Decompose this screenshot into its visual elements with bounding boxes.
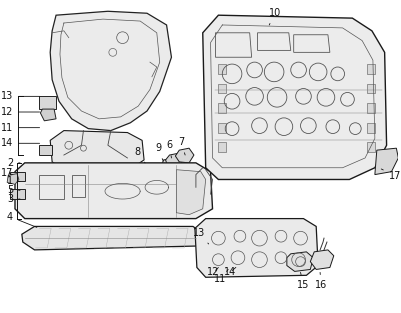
- Polygon shape: [286, 252, 312, 271]
- Polygon shape: [202, 15, 386, 179]
- Polygon shape: [15, 163, 212, 218]
- Text: 5: 5: [7, 185, 20, 195]
- Polygon shape: [22, 226, 202, 250]
- Polygon shape: [39, 96, 56, 109]
- Polygon shape: [147, 172, 152, 177]
- Polygon shape: [310, 250, 333, 269]
- Polygon shape: [39, 145, 52, 155]
- Polygon shape: [10, 189, 25, 199]
- Polygon shape: [366, 103, 374, 113]
- Polygon shape: [165, 153, 183, 167]
- Text: 10: 10: [268, 8, 281, 25]
- Text: 13: 13: [192, 228, 208, 244]
- Text: 17: 17: [380, 169, 400, 181]
- Polygon shape: [50, 131, 144, 170]
- Text: 14: 14: [223, 267, 236, 277]
- Polygon shape: [366, 123, 374, 132]
- Text: 6: 6: [166, 140, 172, 158]
- Text: 9: 9: [155, 143, 162, 160]
- Polygon shape: [218, 64, 226, 74]
- Text: 16: 16: [314, 272, 326, 290]
- Polygon shape: [10, 172, 25, 182]
- Polygon shape: [218, 142, 226, 152]
- Polygon shape: [176, 170, 205, 215]
- Polygon shape: [218, 84, 226, 93]
- Polygon shape: [366, 64, 374, 74]
- Polygon shape: [126, 165, 163, 194]
- Polygon shape: [218, 103, 226, 113]
- Polygon shape: [374, 148, 397, 175]
- Polygon shape: [159, 158, 186, 182]
- Polygon shape: [147, 182, 152, 187]
- Polygon shape: [175, 148, 193, 163]
- Polygon shape: [41, 109, 56, 121]
- Polygon shape: [366, 142, 374, 152]
- Text: 11: 11: [214, 269, 228, 284]
- Polygon shape: [366, 84, 374, 93]
- Text: 1: 1: [7, 177, 20, 187]
- Text: 3: 3: [7, 194, 20, 204]
- Polygon shape: [50, 11, 171, 131]
- Text: 14: 14: [1, 138, 39, 148]
- Text: 11: 11: [1, 123, 39, 133]
- Polygon shape: [7, 174, 19, 184]
- Text: 2: 2: [7, 158, 20, 168]
- Text: 8: 8: [134, 147, 145, 163]
- Polygon shape: [134, 182, 140, 187]
- Text: 7: 7: [178, 137, 185, 155]
- Polygon shape: [194, 218, 317, 277]
- Text: 4: 4: [7, 212, 37, 227]
- Text: 13: 13: [1, 91, 39, 101]
- Text: 12: 12: [207, 267, 219, 277]
- Polygon shape: [218, 123, 226, 132]
- Text: 12: 12: [1, 107, 39, 117]
- Text: 17: 17: [1, 168, 13, 178]
- Text: 15: 15: [297, 272, 309, 290]
- Polygon shape: [134, 172, 140, 177]
